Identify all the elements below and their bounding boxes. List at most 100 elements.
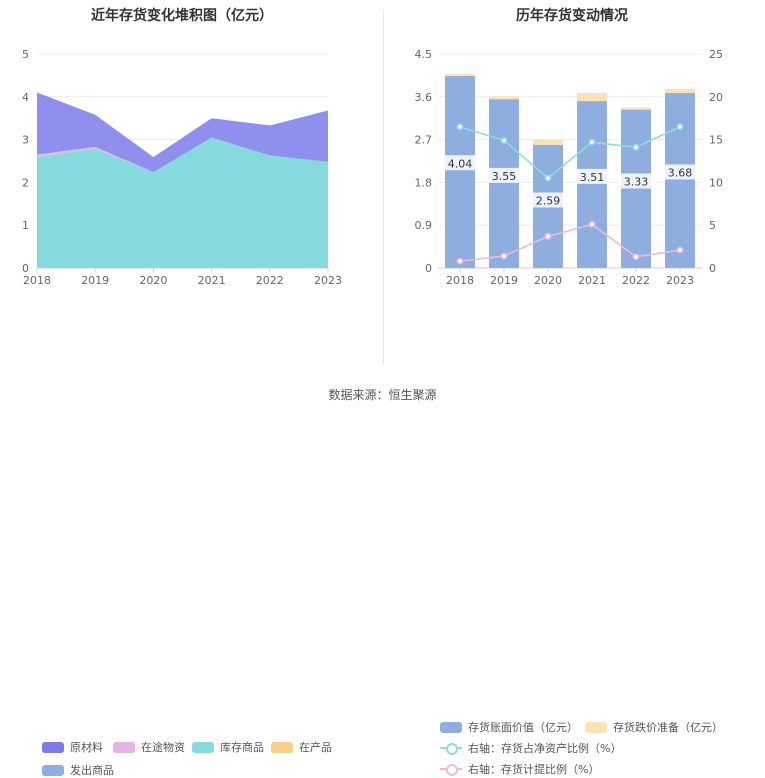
x-tick-label: 2023 — [314, 274, 342, 287]
legend-item-book-value[interactable]: 存货账面价值（亿元） — [440, 719, 578, 735]
bar-value-label: 3.55 — [492, 170, 517, 183]
chart-panel: 近年存货变化堆积图（亿元） 0 1 2 3 4 5 2018 2019 2020 2021 2022 2… — [22, 7, 723, 777]
legend-label: 右轴：存货占净资产比例（%） — [468, 742, 622, 755]
panel-divider — [383, 10, 384, 365]
x-tick-label: 2020 — [139, 274, 167, 287]
legend-swatch-stock — [192, 741, 214, 753]
bar-label-bg — [531, 192, 565, 208]
legend-label: 发出商品 — [70, 764, 114, 777]
bar-value-label: 3.33 — [624, 175, 649, 188]
point-ratio — [456, 123, 464, 131]
bar-reserve — [577, 92, 607, 102]
y-tick-label: 1 — [22, 219, 29, 232]
legend-label: 右轴：存货计提比例（%） — [468, 763, 600, 776]
x-tick-label: 2021 — [198, 274, 226, 287]
y-right-tick-label: 20 — [709, 91, 723, 104]
y-left-tick-label: 3.6 — [415, 91, 433, 104]
legend-label: 库存商品 — [220, 741, 264, 754]
legend-item-ratio[interactable]: 右轴：存货占净资产比例（%） — [440, 740, 621, 756]
x-tick-label: 2022 — [256, 274, 284, 287]
bar-label-bg — [443, 155, 477, 171]
bar-reserve — [445, 73, 475, 76]
point-provision — [588, 220, 596, 228]
y-tick-label: 0 — [22, 262, 29, 275]
y-left-tick-label: 4.5 — [415, 48, 433, 61]
legend-label: 存货跌价准备（亿元） — [613, 721, 723, 734]
line-provision-ratio — [459, 223, 681, 262]
point-ratio — [632, 143, 640, 151]
y-tick-label: 4 — [22, 91, 29, 104]
bar-value-label: 2.59 — [536, 194, 561, 207]
y-left-tick-label: 0.9 — [415, 219, 433, 232]
x-tick-label: 2021 — [578, 274, 606, 287]
legend-swatch-wip — [271, 741, 293, 753]
y-right-tick-label: 5 — [709, 219, 716, 232]
y-tick-label: 5 — [22, 48, 29, 61]
x-tick-label: 2019 — [490, 274, 518, 287]
legend-swatch-shipped — [42, 764, 64, 776]
x-tick-label: 2018 — [23, 274, 51, 287]
bar-label-bg — [619, 173, 653, 189]
data-source-caption: 数据来源：恒生聚源 — [328, 388, 437, 402]
chart-title: 近年存货变化堆积图（亿元） — [91, 7, 273, 24]
point-ratio — [588, 138, 596, 146]
point-ratio — [500, 137, 508, 144]
point-provision — [544, 232, 552, 240]
bar-reserve — [621, 107, 651, 110]
y-tick-label: 2 — [22, 176, 29, 189]
x-tick-label: 2020 — [534, 274, 562, 287]
point-ratio — [676, 123, 684, 131]
area-finished-goods — [37, 137, 328, 268]
stacked-area-chart: 近年存货变化堆积图（亿元） 0 1 2 3 4 5 2018 2019 2020 2021 2022 2… — [22, 7, 342, 287]
y-left-tick-label: 1.8 — [415, 176, 433, 189]
bar-value-label: 4.04 — [448, 157, 473, 170]
y-left-tick-label: 2.7 — [415, 134, 433, 147]
x-tick-label: 2019 — [81, 274, 109, 287]
legend-item-raw-material[interactable]: 原材料 — [42, 739, 103, 755]
bar-label-bg — [663, 164, 697, 180]
legend-label: 在途物资 — [141, 741, 185, 754]
legend-item-wip[interactable]: 在产品 — [271, 739, 332, 755]
point-provision — [500, 252, 508, 260]
x-tick-label: 2022 — [622, 274, 650, 287]
legend-swatch-transit — [113, 741, 135, 753]
bar-book-value — [445, 75, 475, 269]
line-inventory-net-asset-ratio — [459, 125, 681, 180]
bar-label-bg — [575, 168, 609, 184]
point-provision — [632, 253, 640, 261]
bar-label-bg — [487, 167, 521, 183]
point-ratio — [544, 174, 552, 182]
y-right-tick-label: 0 — [709, 262, 716, 275]
legend-item-shipped[interactable]: 发出商品 — [42, 762, 114, 778]
legend-line-marker-pink — [440, 763, 462, 776]
y-right-tick-label: 10 — [709, 176, 723, 189]
bar-book-value — [665, 92, 695, 269]
chart-canvas: 近年存货变化堆积图（亿元） 0 1 2 3 4 5 2018 2019 2020 2021 2022 2… — [22, 7, 723, 287]
chart-title: 历年存货变动情况 — [516, 7, 628, 24]
x-tick-label: 2018 — [446, 274, 474, 287]
legend-item-reserve[interactable]: 存货跌价准备（亿元） — [585, 719, 723, 735]
bar-reserve — [665, 88, 695, 93]
bar-book-value — [621, 109, 651, 268]
bar-book-value — [577, 101, 607, 268]
x-tick-label: 2023 — [666, 274, 694, 287]
legend-label: 在产品 — [299, 741, 332, 754]
bar-value-label: 3.51 — [580, 171, 605, 184]
legend-swatch-book — [440, 721, 462, 733]
y-tick-label: 3 — [22, 134, 29, 147]
legend-label: 原材料 — [70, 741, 103, 754]
legend-item-finished-goods[interactable]: 库存商品 — [192, 739, 264, 755]
bar-book-value — [489, 99, 519, 268]
legend-label: 存货账面价值（亿元） — [468, 721, 578, 734]
legend-swatch-raw — [42, 741, 64, 753]
bar-reserve — [489, 96, 519, 100]
point-provision — [456, 257, 464, 265]
y-left-tick-label: 0 — [425, 262, 432, 275]
legend-swatch-reserve — [585, 721, 607, 733]
y-right-tick-label: 25 — [709, 48, 723, 61]
bar-reserve — [533, 139, 563, 145]
legend-item-in-transit[interactable]: 在途物资 — [113, 739, 185, 755]
y-right-tick-label: 15 — [709, 134, 723, 147]
legend-item-provision[interactable]: 右轴：存货计提比例（%） — [440, 761, 599, 777]
legend-line-marker-cyan — [440, 742, 462, 755]
